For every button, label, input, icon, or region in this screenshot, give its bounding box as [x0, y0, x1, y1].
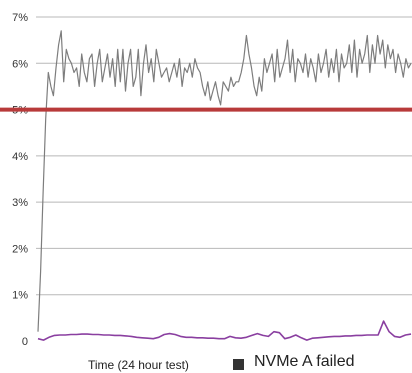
y-tick-label: 3%	[12, 197, 28, 209]
y-tick-label: 1%	[12, 290, 28, 302]
y-tick-label: 0	[22, 336, 28, 348]
y-tick-label: 4%	[12, 151, 28, 163]
series-line-1	[37, 320, 412, 341]
y-tick-label: 2%	[12, 243, 28, 255]
legend-swatch	[233, 359, 244, 370]
y-tick-label: 7%	[12, 12, 28, 24]
x-axis-label: Time (24 hour test)	[88, 358, 189, 372]
series-line-0	[37, 30, 412, 332]
legend-label: NVMe A failed	[254, 353, 355, 370]
series-lines	[37, 30, 412, 341]
chart: 01%2%3%4%5%6%7%	[0, 12, 412, 348]
y-axis-tick-labels: 01%2%3%4%5%6%7%	[12, 12, 28, 348]
chart-footer: Time (24 hour test) NVMe A failed	[0, 352, 412, 373]
y-tick-label: 6%	[12, 58, 28, 70]
